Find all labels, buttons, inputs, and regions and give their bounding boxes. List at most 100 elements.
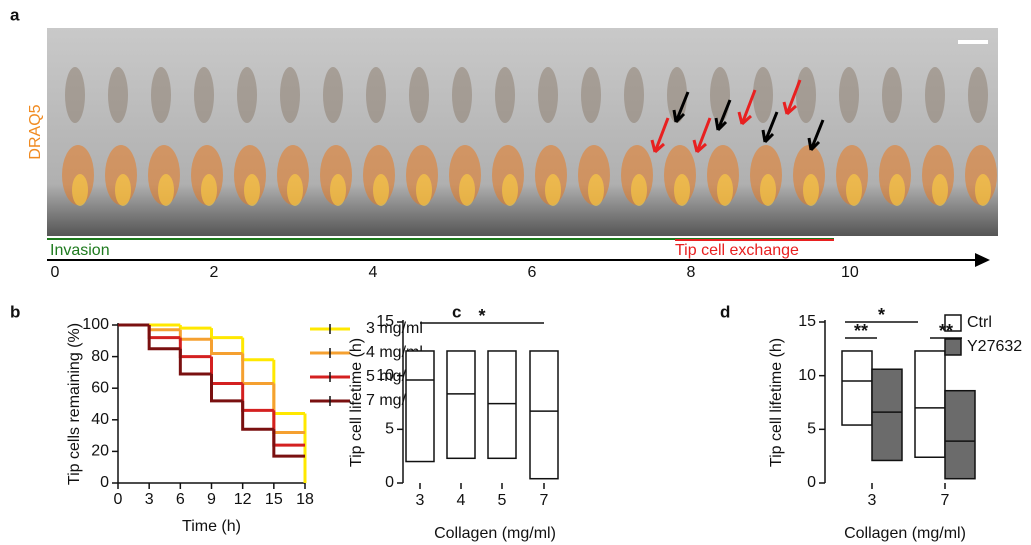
x-tick-label: 6 <box>176 491 185 508</box>
survival-step <box>243 383 274 410</box>
x-tick-label: 0 <box>114 491 123 508</box>
cell <box>151 67 171 123</box>
nucleus-core <box>244 174 260 206</box>
nucleus-core <box>803 174 819 206</box>
significance-label: * <box>878 305 885 325</box>
cell <box>194 67 214 123</box>
nucleus-core <box>373 174 389 206</box>
legend-label: Y27632 <box>967 338 1022 355</box>
time-tick-label: 4 <box>368 264 377 281</box>
y-axis-label: Tip cell lifetime (h) <box>768 338 785 467</box>
y-tick-label: 60 <box>91 379 109 396</box>
panel-label: b <box>10 302 20 321</box>
nucleus-core <box>330 174 346 206</box>
significance-label: * <box>478 306 485 326</box>
y-tick-label: 15 <box>376 313 394 330</box>
cell <box>753 67 773 123</box>
y-tick-label: 10 <box>376 367 394 384</box>
x-tick-label: 12 <box>234 491 252 508</box>
time-tick-label: 6 <box>527 264 536 281</box>
time-tick-label: 0 <box>51 264 60 281</box>
range-bar <box>530 351 558 479</box>
cell <box>108 67 128 123</box>
y-tick-label: 80 <box>91 348 109 365</box>
y-tick-label: 40 <box>91 411 109 428</box>
x-tick-label: 3 <box>145 491 154 508</box>
nucleus-core <box>459 174 475 206</box>
y-tick-label: 5 <box>807 421 816 438</box>
y-tick-label: 15 <box>798 313 816 330</box>
x-tick-label: 3 <box>416 492 425 509</box>
x-tick-label: 3 <box>868 492 877 509</box>
survival-step <box>274 383 305 432</box>
x-tick-label: 7 <box>941 492 950 509</box>
nucleus-core <box>760 174 776 206</box>
x-tick-label: 18 <box>296 491 314 508</box>
range-bar <box>842 351 872 425</box>
time-arrowhead <box>975 253 990 267</box>
panel-a: a DRAQ5 <box>10 5 998 236</box>
nucleus-core <box>72 174 88 206</box>
survival-step <box>274 410 305 445</box>
cell <box>409 67 429 123</box>
y-axis-label: Tip cell lifetime (h) <box>348 338 365 467</box>
significance-label: ** <box>939 321 953 341</box>
nucleus-core <box>717 174 733 206</box>
x-axis-label: Time (h) <box>182 518 241 535</box>
cell <box>323 67 343 123</box>
figure: a DRAQ5 InvasionTip cell exchange0246810… <box>0 0 1031 545</box>
y-tick-label: 5 <box>385 421 394 438</box>
survival-step <box>180 325 211 328</box>
nucleus-core <box>932 174 948 206</box>
nucleus-core <box>287 174 303 206</box>
cell <box>581 67 601 123</box>
legend-swatch <box>945 339 961 355</box>
range-bar <box>915 351 945 457</box>
nucleus-core <box>545 174 561 206</box>
survival-step <box>212 357 243 384</box>
nucleus-core <box>846 174 862 206</box>
nucleus-core <box>201 174 217 206</box>
scale-bar <box>958 40 988 44</box>
nucleus-core <box>158 174 174 206</box>
range-bar <box>447 351 475 458</box>
x-tick-label: 9 <box>207 491 216 508</box>
cell <box>925 67 945 123</box>
x-axis-label: Collagen (mg/ml) <box>844 525 966 542</box>
y-axis-label: Tip cells remaining (%) <box>66 323 83 485</box>
cell <box>839 67 859 123</box>
cell <box>624 67 644 123</box>
cell <box>882 67 902 123</box>
cell <box>280 67 300 123</box>
nucleus-core <box>588 174 604 206</box>
range-bar <box>488 351 516 458</box>
cell <box>968 67 988 123</box>
nucleus-core <box>416 174 432 206</box>
survival-step <box>243 401 274 429</box>
survival-step <box>212 374 243 401</box>
range-bar <box>406 351 434 462</box>
survival-step <box>243 338 274 360</box>
range-bar <box>872 369 902 460</box>
survival-step <box>212 339 243 353</box>
x-tick-label: 15 <box>265 491 283 508</box>
y-tick-label: 100 <box>82 316 109 333</box>
survival-step <box>243 353 274 383</box>
survival-step <box>180 349 211 374</box>
cell <box>366 67 386 123</box>
cell <box>538 67 558 123</box>
nucleus-core <box>115 174 131 206</box>
cell <box>65 67 85 123</box>
panel-label: d <box>720 302 730 321</box>
cell <box>710 67 730 123</box>
x-axis-label: Collagen (mg/ml) <box>434 525 556 542</box>
panel-label: a <box>10 5 20 24</box>
cell <box>796 67 816 123</box>
time-tick-label: 8 <box>686 264 695 281</box>
phase-label: Tip cell exchange <box>675 242 799 259</box>
y-tick-label: 0 <box>807 474 816 491</box>
cell <box>495 67 515 123</box>
nucleus-core <box>674 174 690 206</box>
survival-step <box>149 325 180 338</box>
legend-label: Ctrl <box>967 314 992 331</box>
